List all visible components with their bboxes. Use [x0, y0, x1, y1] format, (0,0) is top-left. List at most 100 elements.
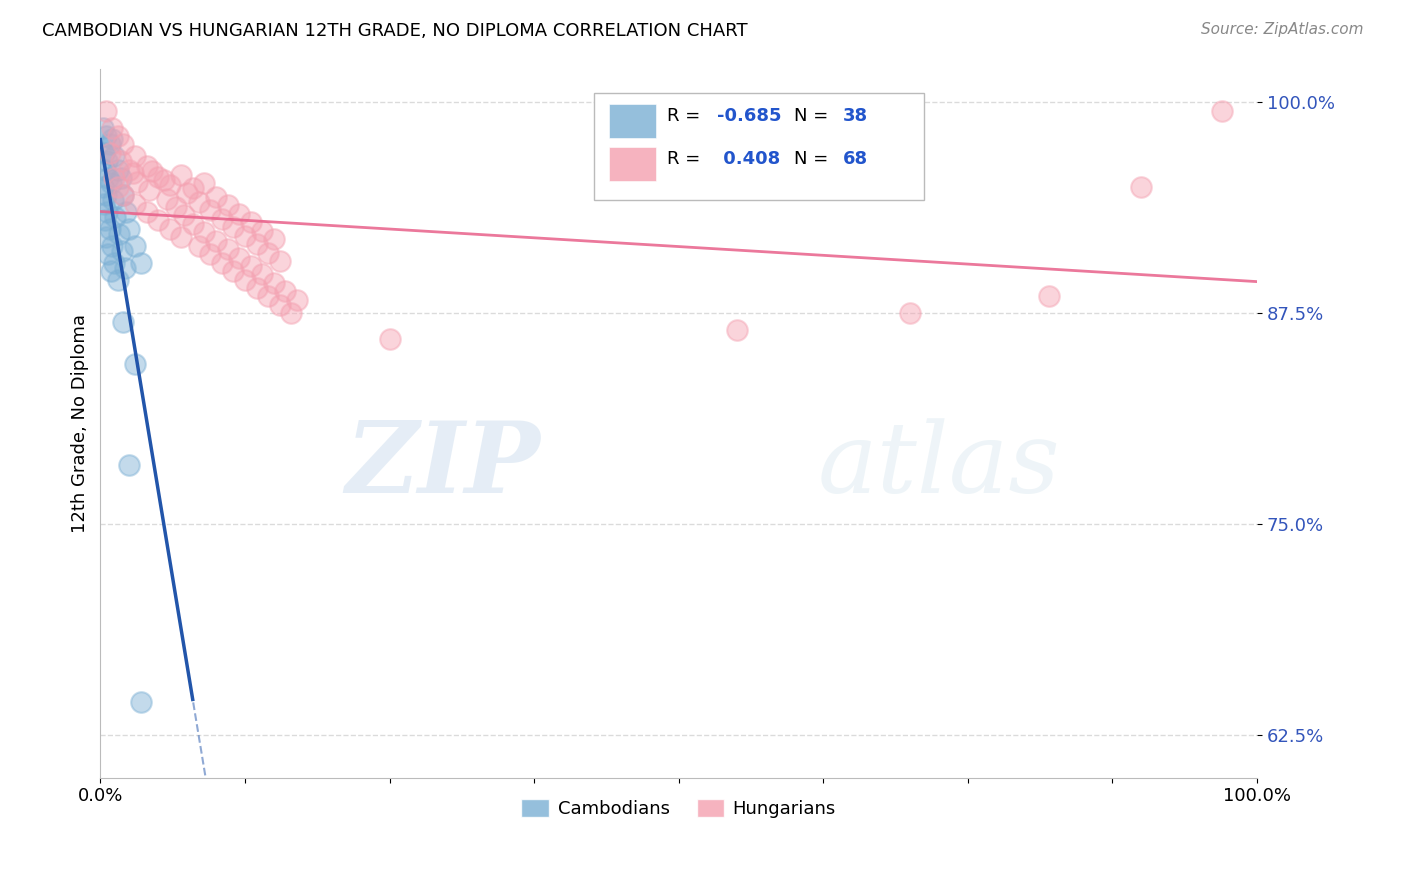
- Point: [98, 145, 121, 160]
- Point: [107, 272, 129, 286]
- Point: [148, 213, 170, 227]
- Point: [111, 244, 134, 258]
- Point: [110, 171, 132, 186]
- Point: [217, 198, 239, 212]
- Bar: [609, 104, 655, 138]
- Point: [285, 293, 308, 307]
- Point: [129, 695, 152, 709]
- Point: [93, 145, 115, 160]
- Text: CAMBODIAN VS HUNGARIAN 12TH GRADE, NO DIPLOMA CORRELATION CHART: CAMBODIAN VS HUNGARIAN 12TH GRADE, NO DI…: [42, 22, 748, 40]
- Point: [378, 332, 401, 346]
- Point: [94, 162, 117, 177]
- Legend: Cambodians, Hungarians: Cambodians, Hungarians: [515, 791, 844, 825]
- Bar: [609, 146, 655, 180]
- Point: [257, 245, 280, 260]
- Point: [112, 315, 135, 329]
- Point: [94, 103, 117, 118]
- Text: -0.685: -0.685: [717, 107, 782, 125]
- Point: [252, 224, 274, 238]
- Point: [153, 173, 176, 187]
- Point: [170, 168, 193, 182]
- Point: [135, 205, 157, 219]
- Point: [211, 211, 233, 226]
- Text: R =: R =: [666, 107, 706, 125]
- Point: [112, 137, 135, 152]
- Point: [101, 239, 124, 253]
- Point: [124, 149, 146, 163]
- Point: [159, 222, 181, 236]
- Text: ZIP: ZIP: [344, 417, 540, 514]
- Text: 68: 68: [844, 150, 868, 169]
- Point: [898, 306, 921, 320]
- Point: [173, 208, 195, 222]
- Point: [94, 213, 117, 227]
- Point: [138, 183, 160, 197]
- Point: [280, 306, 302, 320]
- Point: [135, 160, 157, 174]
- Point: [176, 186, 198, 201]
- Point: [124, 357, 146, 371]
- Point: [170, 230, 193, 244]
- Point: [187, 239, 209, 253]
- Point: [165, 200, 187, 214]
- Point: [94, 230, 117, 244]
- Point: [98, 222, 121, 236]
- Point: [222, 264, 245, 278]
- Point: [159, 178, 181, 192]
- Point: [245, 281, 267, 295]
- Point: [107, 162, 129, 177]
- Point: [127, 175, 149, 189]
- Text: atlas: atlas: [817, 418, 1060, 513]
- Point: [124, 239, 146, 253]
- Point: [141, 164, 163, 178]
- Point: [222, 220, 245, 235]
- Point: [94, 129, 117, 144]
- Point: [228, 207, 250, 221]
- Point: [156, 192, 179, 206]
- Point: [93, 196, 115, 211]
- Text: 0.408: 0.408: [717, 150, 780, 169]
- Point: [107, 179, 129, 194]
- Point: [269, 298, 291, 312]
- Point: [124, 196, 146, 211]
- Point: [263, 232, 285, 246]
- Text: 38: 38: [844, 107, 868, 125]
- Point: [91, 120, 114, 135]
- Y-axis label: 12th Grade, No Diploma: 12th Grade, No Diploma: [72, 314, 89, 533]
- Point: [107, 129, 129, 144]
- Point: [245, 237, 267, 252]
- Point: [96, 205, 118, 219]
- Text: Source: ZipAtlas.com: Source: ZipAtlas.com: [1201, 22, 1364, 37]
- Point: [112, 188, 135, 202]
- Point: [257, 289, 280, 303]
- Point: [1130, 179, 1153, 194]
- Point: [96, 154, 118, 169]
- Bar: [595, 94, 924, 200]
- Point: [100, 264, 122, 278]
- Point: [103, 149, 125, 163]
- Point: [1038, 289, 1060, 303]
- Point: [98, 137, 121, 152]
- Point: [725, 323, 748, 337]
- Point: [101, 120, 124, 135]
- Point: [274, 285, 297, 299]
- Point: [187, 194, 209, 209]
- Point: [233, 272, 256, 286]
- Point: [103, 171, 125, 186]
- Point: [121, 166, 143, 180]
- Point: [118, 162, 141, 177]
- Point: [181, 181, 204, 195]
- Point: [233, 228, 256, 243]
- Point: [108, 227, 131, 241]
- Point: [110, 154, 132, 169]
- Text: R =: R =: [666, 150, 706, 169]
- Point: [205, 234, 228, 248]
- Point: [239, 215, 262, 229]
- Point: [239, 259, 262, 273]
- Point: [1211, 103, 1233, 118]
- Point: [228, 251, 250, 265]
- Point: [94, 188, 117, 202]
- Point: [101, 193, 124, 207]
- Point: [118, 222, 141, 236]
- Point: [148, 169, 170, 184]
